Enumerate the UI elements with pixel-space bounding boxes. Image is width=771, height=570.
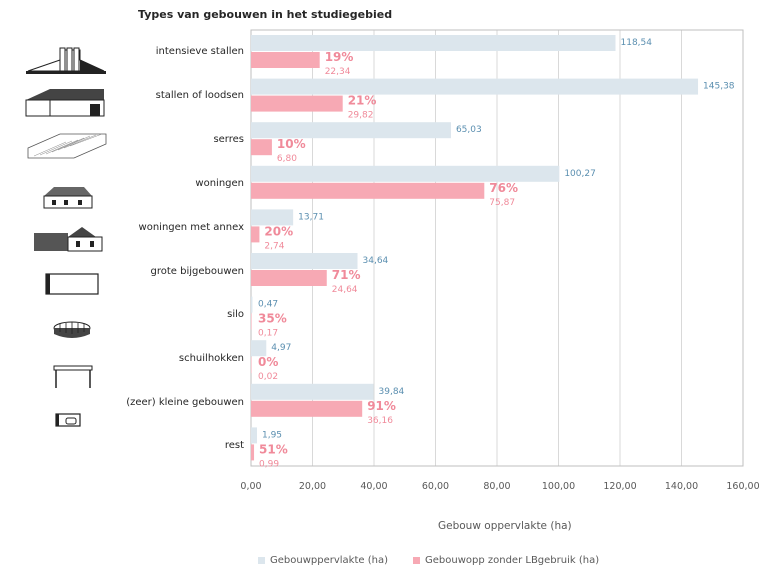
data-label-no-agri: 75,87: [489, 198, 515, 208]
percentage-label: 21%: [348, 94, 377, 108]
house-icon: [43, 187, 93, 209]
data-label-area: 4,97: [271, 343, 291, 353]
data-label-no-agri: 6,80: [277, 154, 297, 164]
data-label-no-agri: 22,34: [325, 67, 351, 77]
x-tick-label: 80,00: [483, 481, 510, 492]
percentage-label: 20%: [264, 224, 293, 238]
bar-area: [251, 427, 257, 444]
percentage-label: 76%: [489, 181, 518, 195]
data-label-no-agri: 29,82: [348, 111, 374, 121]
x-tick-label: 40,00: [360, 481, 387, 492]
plot-area-border: [250, 29, 744, 467]
greenhouse-icon: [27, 133, 107, 159]
data-label-no-agri: 24,64: [332, 285, 358, 295]
shelter-icon: [53, 365, 93, 388]
legend-item-area: Gebouwppervlakte (ha): [258, 555, 388, 566]
percentage-label: 0%: [258, 355, 278, 369]
category-label: schuilhokken: [178, 353, 244, 364]
data-label-no-agri: 0,02: [258, 372, 278, 382]
bar-no-agri: [251, 270, 327, 286]
category-label: (zeer) kleine gebouwen: [126, 397, 244, 408]
bar-area: [251, 165, 560, 182]
intensive-stable-icon: [26, 47, 106, 74]
data-label-area: 13,71: [298, 212, 324, 222]
data-label-area: 39,84: [379, 387, 405, 397]
shed-icon: [25, 89, 105, 117]
bar-no-agri: [251, 182, 485, 199]
percentage-label: 35%: [258, 312, 287, 326]
legend-swatch-area: [258, 557, 265, 564]
bar-no-agri: [251, 226, 260, 243]
category-label: stallen of loodsen: [155, 90, 244, 101]
bar-area: [251, 78, 699, 95]
percentage-label: 19%: [325, 50, 354, 64]
percentage-label: 91%: [367, 399, 396, 413]
x-tick-label: 60,00: [422, 481, 449, 492]
x-tick-label: 160,00: [726, 481, 759, 492]
category-label: intensieve stallen: [155, 46, 244, 57]
x-tick-label: 0,00: [240, 481, 261, 492]
x-tick-label: 120,00: [603, 481, 636, 492]
bar-no-agri: [251, 52, 320, 68]
x-tick-label: 100,00: [542, 481, 575, 492]
bar-no-agri: [251, 357, 252, 374]
data-label-area: 145,38: [703, 82, 735, 92]
data-label-area: 118,54: [621, 38, 653, 48]
bar-area: [251, 383, 374, 400]
legend-swatch-no-agri: [413, 557, 420, 564]
bar-area: [251, 122, 451, 139]
silo-icon: [53, 321, 91, 338]
bar-no-agri: [251, 444, 255, 461]
data-label-area: 65,03: [456, 125, 482, 135]
bar-no-agri: [251, 95, 343, 112]
category-label: woningen met annex: [138, 222, 244, 233]
percentage-label: 10%: [277, 137, 306, 151]
legend-label-no-agri: Gebouwopp zonder LBgebruik (ha): [425, 555, 600, 566]
data-label-area: 100,27: [564, 169, 596, 179]
small-building-icon: [55, 413, 81, 427]
legend-item-no-agri: Gebouwopp zonder LBgebruik (ha): [413, 555, 599, 566]
data-label-area: 1,95: [262, 430, 282, 440]
bar-area: [251, 253, 358, 269]
category-label: serres: [213, 134, 244, 145]
x-tick-label: 140,00: [665, 481, 698, 492]
percentage-label: 51%: [259, 442, 288, 456]
data-label-area: 34,64: [363, 256, 389, 266]
category-label: grote bijgebouwen: [150, 266, 245, 277]
x-tick-label: 20,00: [299, 481, 326, 492]
bar-chart: 0,00 20,00 40,00 60,00 80,00 100,00 120,00 140,…: [240, 29, 760, 492]
bar-area: [251, 209, 294, 226]
percentage-label: 71%: [332, 268, 361, 282]
category-label: rest: [224, 440, 244, 451]
bar-area: [251, 296, 253, 313]
data-label-no-agri: 0,17: [258, 329, 278, 339]
legend-label-area: Gebouwppervlakte (ha): [270, 555, 388, 566]
x-axis-title: Gebouw oppervlakte (ha): [438, 520, 572, 532]
category-label: woningen: [195, 178, 244, 189]
large-outbuilding-icon: [45, 273, 99, 295]
bar-no-agri: [251, 313, 252, 330]
bar-area: [251, 340, 267, 357]
bar-no-agri: [251, 400, 363, 417]
house-with-annex-icon: [34, 227, 103, 252]
data-label-no-agri: 36,16: [367, 416, 393, 426]
data-label-no-agri: 2,74: [264, 241, 284, 251]
chart-title: Types van gebouwen in het studiegebied: [138, 8, 393, 21]
bar-area: [251, 35, 616, 51]
data-label-no-agri: 0,99: [259, 459, 279, 469]
bar-no-agri: [251, 139, 272, 156]
category-label: silo: [227, 309, 244, 320]
data-label-area: 0,47: [258, 300, 278, 310]
